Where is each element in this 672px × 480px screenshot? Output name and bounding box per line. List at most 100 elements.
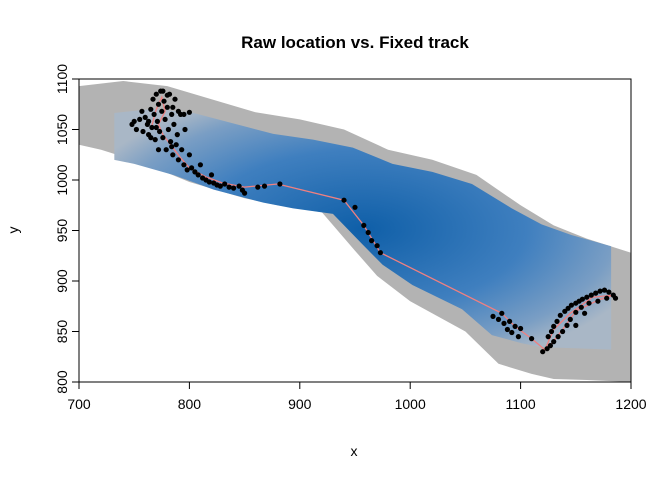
location-point xyxy=(131,118,137,124)
location-point xyxy=(155,147,162,153)
location-point xyxy=(168,139,174,145)
location-point xyxy=(148,106,154,112)
location-point xyxy=(573,322,579,328)
location-point xyxy=(186,109,192,115)
location-point xyxy=(157,128,163,135)
location-point xyxy=(146,118,152,124)
y-tick-label: 1050 xyxy=(54,114,70,145)
location-point xyxy=(153,124,159,131)
x-tick-label: 900 xyxy=(288,396,312,412)
location-point xyxy=(159,108,165,114)
y-tick-label: 850 xyxy=(54,320,70,344)
y-tick-label: 800 xyxy=(54,370,70,394)
location-point xyxy=(582,310,588,316)
x-axis: 700 800 900 1000 1100 1200 xyxy=(67,381,647,412)
location-point xyxy=(184,167,190,173)
location-point xyxy=(509,329,515,336)
location-point xyxy=(169,111,175,117)
raw-locations xyxy=(129,88,619,355)
location-point xyxy=(568,302,575,308)
x-axis-label: x xyxy=(351,443,358,459)
location-point xyxy=(277,181,283,187)
location-point xyxy=(154,118,160,124)
location-point xyxy=(588,292,594,298)
location-point xyxy=(565,305,571,311)
location-point xyxy=(529,336,535,342)
location-point xyxy=(515,334,522,340)
location-point xyxy=(365,229,371,236)
location-point xyxy=(153,91,159,97)
location-point xyxy=(152,137,158,143)
location-point xyxy=(545,334,551,340)
location-point xyxy=(174,132,180,138)
location-point xyxy=(173,142,179,148)
location-point xyxy=(501,320,507,326)
location-point xyxy=(149,124,155,131)
location-point xyxy=(242,190,248,196)
location-point xyxy=(499,310,505,316)
location-point xyxy=(189,165,195,171)
location-point xyxy=(504,326,510,333)
chart-title: Raw location vs. Fixed track xyxy=(241,33,469,52)
location-point xyxy=(164,92,170,98)
location-point xyxy=(512,323,518,329)
location-point xyxy=(612,295,619,301)
habitat-core-band xyxy=(114,108,612,350)
location-point xyxy=(206,179,212,185)
location-point xyxy=(551,323,557,329)
x-tick-label: 1200 xyxy=(615,396,646,412)
location-point xyxy=(142,114,148,120)
location-point xyxy=(560,328,566,335)
location-point xyxy=(562,308,568,314)
location-point xyxy=(604,295,610,301)
location-point xyxy=(186,152,192,158)
y-axis: 800 850 900 950 1000 1050 1100 xyxy=(54,64,80,394)
location-point xyxy=(172,96,178,102)
location-point xyxy=(137,116,143,122)
y-tick-label: 900 xyxy=(54,269,70,293)
location-point xyxy=(341,197,347,203)
location-point xyxy=(150,96,156,102)
location-point xyxy=(578,304,584,310)
location-point xyxy=(551,339,557,345)
location-point xyxy=(495,316,502,322)
location-point xyxy=(181,162,187,168)
location-point xyxy=(175,157,181,163)
location-point xyxy=(155,101,162,107)
habitat-surface xyxy=(79,81,631,382)
location-point xyxy=(573,309,579,315)
location-point xyxy=(148,135,154,141)
location-point xyxy=(584,294,590,300)
location-point xyxy=(555,334,561,340)
location-point xyxy=(170,104,176,110)
location-point xyxy=(181,111,187,117)
location-point xyxy=(171,121,177,127)
x-tick-label: 1000 xyxy=(395,396,426,412)
x-tick-label: 1100 xyxy=(506,396,536,412)
location-point xyxy=(597,288,603,294)
location-point xyxy=(160,135,166,141)
location-point xyxy=(170,152,176,158)
location-point xyxy=(169,144,175,150)
location-point xyxy=(222,181,228,187)
location-point xyxy=(361,222,367,228)
location-point xyxy=(564,322,570,328)
location-point xyxy=(579,296,586,302)
location-point xyxy=(161,98,167,104)
location-point xyxy=(255,184,261,190)
location-point xyxy=(175,108,181,114)
location-point xyxy=(507,318,513,324)
location-point xyxy=(261,183,268,189)
location-point xyxy=(182,126,188,133)
location-point xyxy=(236,183,242,189)
location-point xyxy=(226,184,232,190)
location-point xyxy=(179,147,185,153)
location-point xyxy=(231,185,237,191)
location-point xyxy=(163,147,169,153)
location-point xyxy=(133,126,139,133)
location-point xyxy=(567,316,573,322)
location-point xyxy=(164,104,170,110)
location-point xyxy=(377,250,383,256)
y-tick-label: 1000 xyxy=(54,164,70,195)
